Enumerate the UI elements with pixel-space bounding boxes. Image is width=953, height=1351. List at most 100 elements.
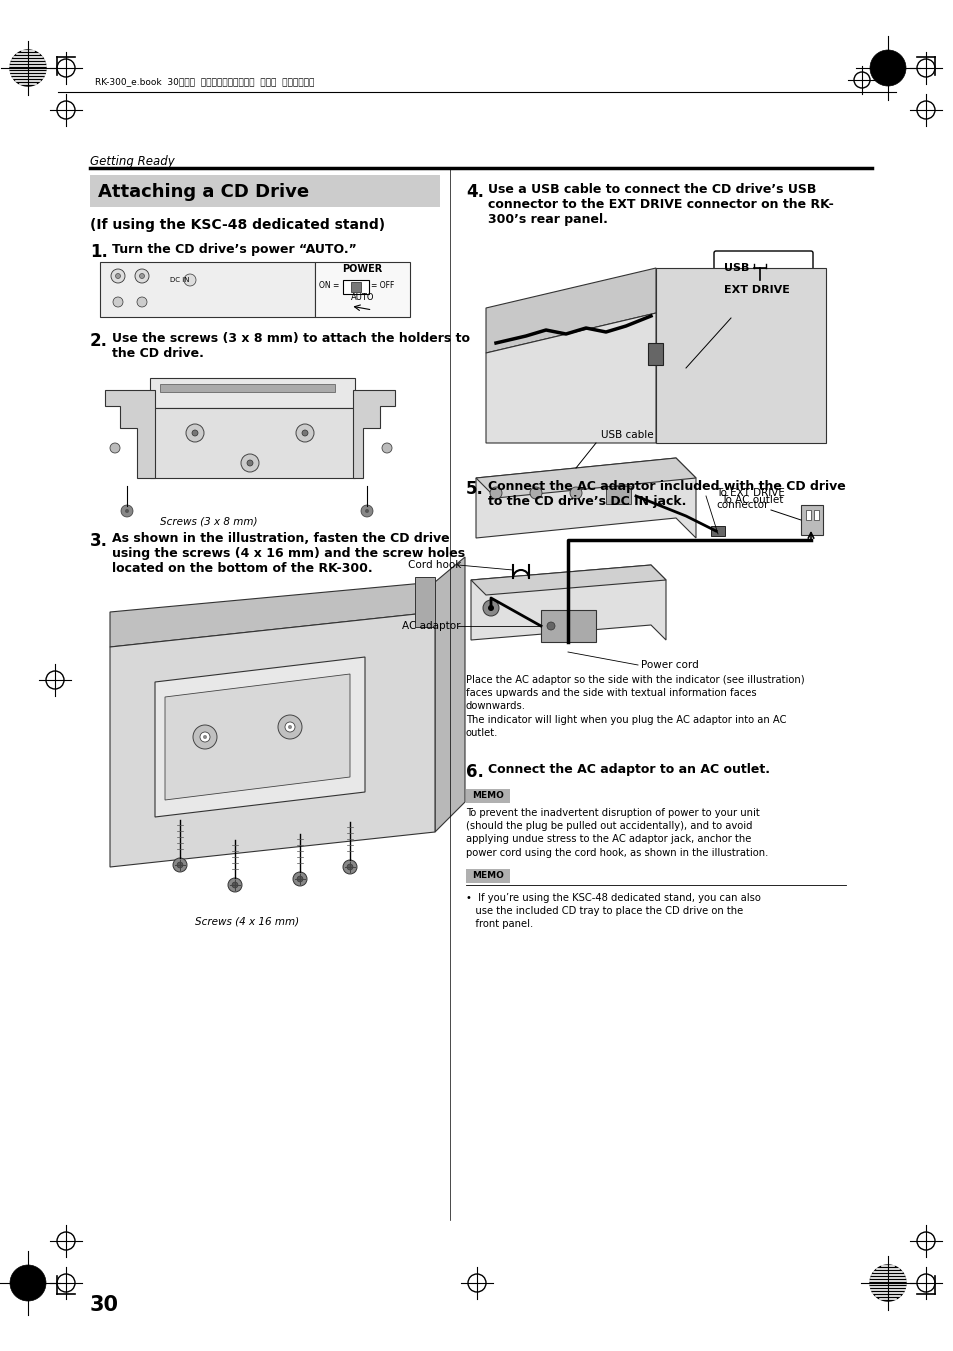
Bar: [813, 509, 818, 520]
Text: = OFF: = OFF: [371, 281, 394, 290]
Text: AUTO: AUTO: [351, 293, 374, 303]
Text: Connect the AC adaptor included with the CD drive
to the CD drive’s DC IN jack.: Connect the AC adaptor included with the…: [488, 480, 845, 508]
Polygon shape: [105, 390, 154, 478]
Text: RK-300_e.book  30ページ  ２００８年９月１０日  水曜日  午後４時６分: RK-300_e.book 30ページ ２００８年９月１０日 水曜日 午後４時６…: [95, 77, 314, 86]
Polygon shape: [476, 458, 696, 538]
Bar: [801, 505, 822, 535]
Text: 6.: 6.: [465, 763, 483, 781]
Circle shape: [869, 50, 905, 86]
Text: 1.: 1.: [90, 243, 108, 261]
Text: 2.: 2.: [90, 332, 108, 350]
Text: Screws (3 x 8 mm): Screws (3 x 8 mm): [160, 516, 257, 526]
Polygon shape: [471, 565, 665, 640]
Circle shape: [288, 725, 292, 730]
Text: EXT DRIVE: EXT DRIVE: [723, 285, 789, 295]
Circle shape: [135, 269, 149, 282]
Text: AC adaptor: AC adaptor: [402, 621, 460, 631]
Circle shape: [232, 882, 237, 888]
Circle shape: [347, 865, 353, 870]
Polygon shape: [485, 267, 656, 353]
Circle shape: [10, 1265, 46, 1301]
Circle shape: [177, 862, 183, 867]
Circle shape: [277, 715, 302, 739]
Text: USB: USB: [723, 263, 749, 273]
Circle shape: [241, 454, 258, 471]
Circle shape: [111, 269, 125, 282]
Circle shape: [139, 273, 144, 278]
Text: To AC outlet: To AC outlet: [720, 494, 782, 505]
Polygon shape: [10, 50, 46, 86]
Polygon shape: [110, 612, 435, 867]
Polygon shape: [110, 582, 435, 647]
Polygon shape: [353, 390, 395, 478]
Text: Use the screws (3 x 8 mm) to attach the holders to
the CD drive.: Use the screws (3 x 8 mm) to attach the …: [112, 332, 470, 359]
Polygon shape: [471, 565, 665, 594]
Circle shape: [115, 273, 120, 278]
Polygon shape: [154, 657, 365, 817]
Bar: [415, 577, 435, 627]
Circle shape: [172, 858, 187, 871]
Text: POWER: POWER: [342, 263, 382, 274]
Bar: [150, 408, 355, 478]
Circle shape: [110, 443, 120, 453]
Text: USB cable: USB cable: [600, 430, 653, 440]
Circle shape: [490, 486, 501, 499]
Bar: [647, 343, 662, 365]
Text: Connect the AC adaptor to an AC outlet.: Connect the AC adaptor to an AC outlet.: [488, 763, 769, 775]
Bar: [90, 176, 439, 207]
Circle shape: [125, 509, 129, 513]
Polygon shape: [476, 458, 696, 499]
Circle shape: [482, 600, 498, 616]
Bar: [805, 509, 810, 520]
Circle shape: [285, 721, 294, 732]
Circle shape: [569, 486, 581, 499]
Circle shape: [112, 297, 123, 307]
Bar: [735, 309, 790, 326]
Text: Attaching a CD Drive: Attaching a CD Drive: [98, 182, 309, 201]
Text: •  If you’re using the KSC-48 dedicated stand, you can also
   use the included : • If you’re using the KSC-48 dedicated s…: [465, 893, 760, 929]
Polygon shape: [435, 557, 464, 832]
Text: MEMO: MEMO: [472, 792, 503, 801]
Polygon shape: [485, 313, 656, 443]
Circle shape: [193, 725, 216, 748]
Circle shape: [360, 505, 373, 517]
Bar: [160, 384, 335, 392]
Bar: [465, 789, 510, 802]
Bar: [100, 262, 314, 317]
Text: (If using the KSC-48 dedicated stand): (If using the KSC-48 dedicated stand): [90, 218, 385, 232]
Circle shape: [757, 277, 761, 282]
Text: 30: 30: [90, 1296, 119, 1315]
Text: As shown in the illustration, fasten the CD drive
using the screws (4 x 16 mm) a: As shown in the illustration, fasten the…: [112, 532, 465, 576]
Circle shape: [546, 621, 555, 630]
Circle shape: [247, 459, 253, 466]
Text: MEMO: MEMO: [472, 871, 503, 881]
Polygon shape: [165, 674, 350, 800]
Circle shape: [343, 861, 356, 874]
Text: Turn the CD drive’s power “AUTO.”: Turn the CD drive’s power “AUTO.”: [112, 243, 356, 255]
Circle shape: [530, 486, 541, 499]
FancyBboxPatch shape: [713, 251, 812, 335]
Circle shape: [121, 505, 132, 517]
Text: 4.: 4.: [465, 182, 483, 201]
Circle shape: [488, 605, 494, 611]
Bar: [465, 869, 510, 884]
Polygon shape: [869, 1265, 905, 1301]
Circle shape: [296, 875, 303, 882]
Circle shape: [184, 274, 195, 286]
Text: Use a USB cable to connect the CD drive’s USB
connector to the EXT DRIVE connect: Use a USB cable to connect the CD drive’…: [488, 182, 833, 226]
Text: 5.: 5.: [465, 480, 483, 499]
Polygon shape: [150, 378, 355, 408]
Text: Screws (4 x 16 mm): Screws (4 x 16 mm): [194, 917, 299, 927]
Circle shape: [381, 443, 392, 453]
Circle shape: [200, 732, 210, 742]
Circle shape: [228, 878, 242, 892]
Text: Cord hook: Cord hook: [407, 561, 460, 570]
Text: ON =: ON =: [318, 281, 339, 290]
Bar: [314, 262, 410, 317]
Circle shape: [365, 509, 369, 513]
Bar: [540, 611, 596, 642]
Circle shape: [192, 430, 198, 436]
Text: 3.: 3.: [90, 532, 108, 550]
Bar: [730, 305, 795, 330]
Circle shape: [293, 871, 307, 886]
